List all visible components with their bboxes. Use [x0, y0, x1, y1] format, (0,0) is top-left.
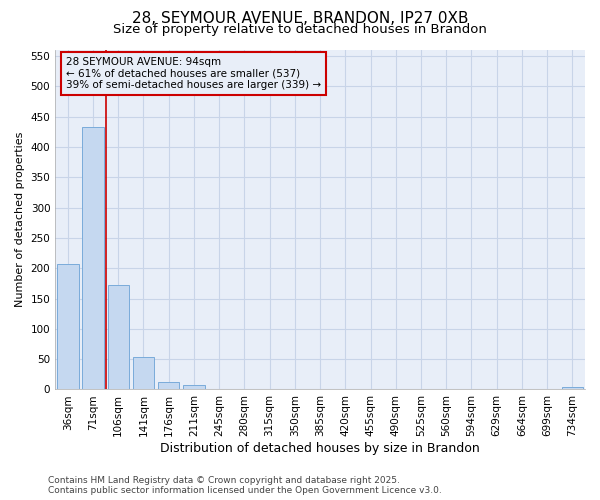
Text: Contains HM Land Registry data © Crown copyright and database right 2025.
Contai: Contains HM Land Registry data © Crown c…: [48, 476, 442, 495]
Bar: [57, 264, 79, 390]
Text: 28, SEYMOUR AVENUE, BRANDON, IP27 0XB: 28, SEYMOUR AVENUE, BRANDON, IP27 0XB: [132, 11, 468, 26]
Y-axis label: Number of detached properties: Number of detached properties: [15, 132, 25, 308]
Text: Size of property relative to detached houses in Brandon: Size of property relative to detached ho…: [113, 22, 487, 36]
Bar: [562, 387, 583, 390]
Text: 28 SEYMOUR AVENUE: 94sqm
← 61% of detached houses are smaller (537)
39% of semi-: 28 SEYMOUR AVENUE: 94sqm ← 61% of detach…: [66, 57, 321, 90]
Bar: [107, 284, 129, 390]
Bar: [133, 358, 154, 390]
X-axis label: Distribution of detached houses by size in Brandon: Distribution of detached houses by size …: [160, 442, 480, 455]
Bar: [183, 384, 205, 390]
Bar: [158, 382, 179, 390]
Bar: [82, 127, 104, 390]
